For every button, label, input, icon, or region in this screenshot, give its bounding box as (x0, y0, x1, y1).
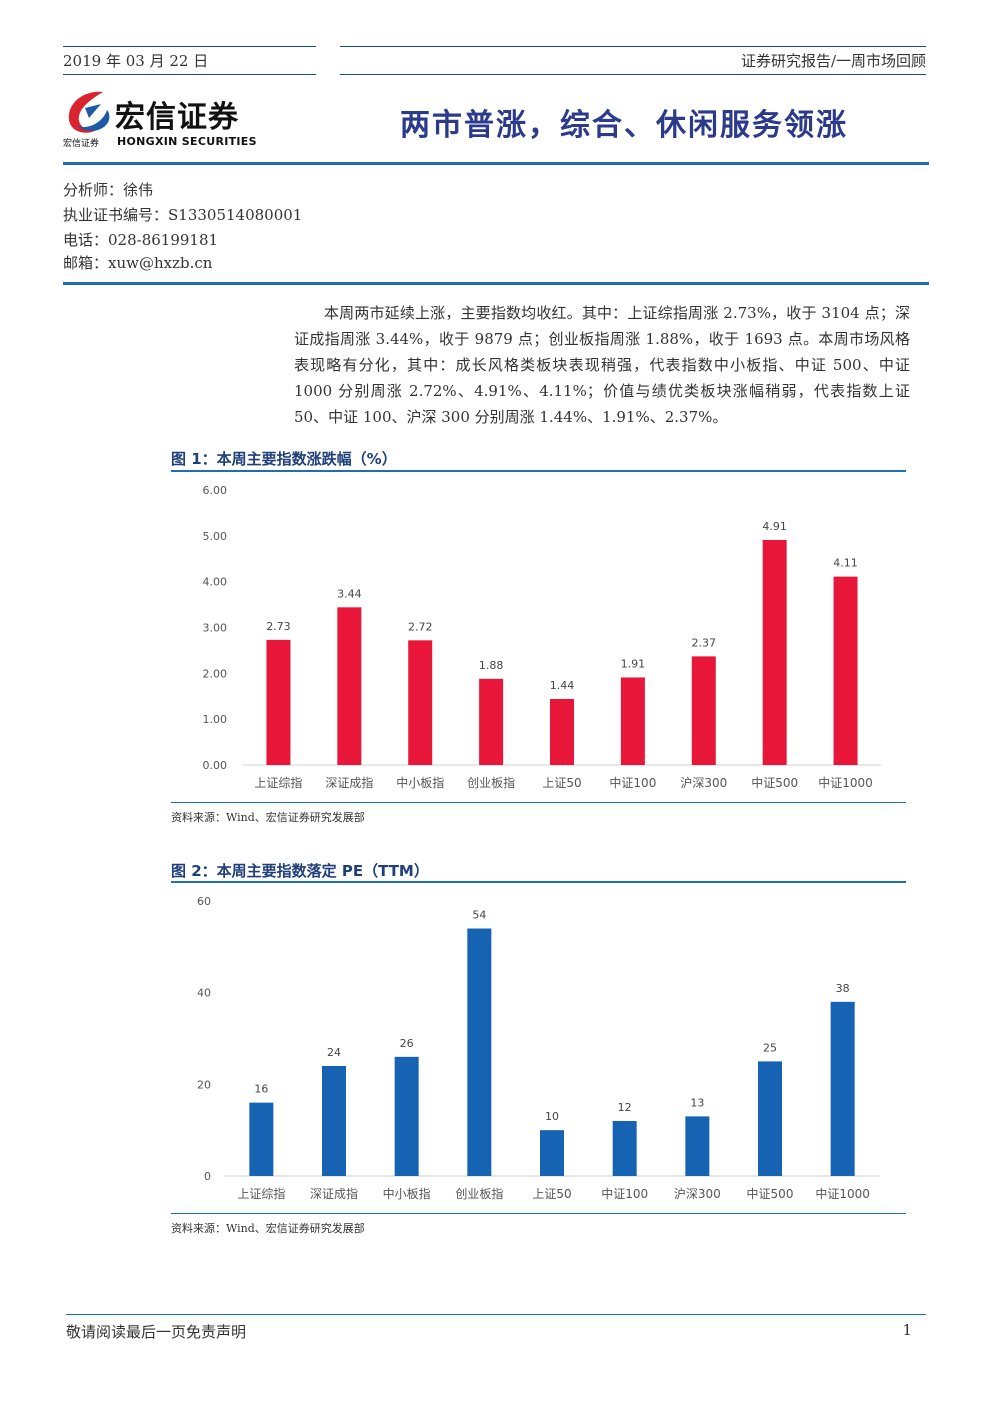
data-label: 38 (836, 982, 850, 995)
figure-2-svg: 0 20 40 60 16 上证综指 24 深证成指 26 中小板指 54 创业板指 10 上证50 12 中… (197, 895, 879, 1201)
bar-2 (337, 607, 362, 765)
header-divider-right (340, 46, 926, 47)
analyst-email: 邮箱：xuw@hxzb.cn (63, 254, 213, 272)
y-tick-label: 3.00 (203, 622, 228, 635)
bar-3 (394, 1056, 419, 1176)
y-tick-label: 5.00 (203, 530, 228, 543)
figure-1-source: 资料来源：Wind、宏信证券研究发展部 (171, 811, 365, 824)
analyst-name: 分析师：徐伟 (63, 181, 154, 199)
bar-8 (762, 539, 787, 765)
figure-2-top-rule (171, 881, 906, 883)
category-label: 中证1000 (815, 1186, 870, 1201)
category-label: 中小板指 (396, 775, 444, 790)
page-number: 1 (902, 1321, 912, 1339)
figure-2-chart: 0 20 40 60 16 上证综指 24 深证成指 26 中小板指 54 创业板指 10 上证50 12 中… (171, 883, 906, 1211)
data-label: 4.91 (762, 520, 787, 533)
analyst-license: 执业证书编号：S1330514080001 (63, 206, 303, 224)
data-label: 25 (763, 1041, 777, 1054)
category-label: 深证成指 (310, 1186, 358, 1201)
data-label: 26 (400, 1037, 414, 1050)
category-label: 中证500 (747, 1186, 794, 1201)
report-type: 证券研究报告/一周市场回顾 (740, 52, 926, 70)
category-label: 创业板指 (455, 1186, 503, 1201)
data-label: 2.73 (266, 620, 291, 633)
bar-4 (467, 928, 492, 1176)
y-tick-label: 60 (197, 895, 211, 908)
category-label: 上证综指 (254, 775, 302, 790)
bar-1 (249, 1102, 274, 1176)
category-label: 沪深300 (680, 776, 727, 790)
category-label: 中小板指 (383, 1186, 431, 1201)
logo-name-cn: 宏信证券 (115, 100, 239, 135)
category-label: 中证100 (601, 1186, 648, 1201)
report-headline: 两市普涨，综合、休闲服务领涨 (400, 108, 848, 143)
category-label: 深证成指 (325, 775, 373, 790)
figure-1-svg: 0.00 1.00 2.00 3.00 4.00 5.00 6.00 2.73 上证综指 3.44… (203, 484, 881, 790)
report-date: 2019 年 03 月 22 日 (63, 52, 209, 70)
data-label: 10 (545, 1110, 559, 1123)
y-tick-label: 4.00 (203, 576, 228, 589)
category-label: 中证500 (751, 775, 798, 790)
data-label: 13 (690, 1096, 704, 1109)
y-tick-label: 2.00 (203, 667, 228, 680)
y-tick-label: 40 (197, 987, 211, 1000)
category-label: 沪深300 (674, 1187, 721, 1201)
headline-rule (63, 162, 929, 165)
figure-2-source: 资料来源：Wind、宏信证券研究发展部 (171, 1222, 365, 1235)
data-label: 3.44 (337, 587, 362, 600)
data-label: 1.88 (479, 659, 504, 672)
data-label: 2.72 (408, 620, 433, 633)
data-label: 12 (618, 1101, 632, 1114)
figure-1-chart: 0.00 1.00 2.00 3.00 4.00 5.00 6.00 2.73 上证综指 3.44… (171, 472, 906, 800)
bar-6 (620, 677, 645, 765)
y-tick-label: 0 (204, 1170, 211, 1183)
analyst-phone: 电话：028-86199181 (63, 231, 219, 249)
bar-2 (322, 1066, 346, 1176)
figure-2-bottom-rule (171, 1213, 906, 1214)
analyst-rule (63, 282, 929, 285)
data-label: 2.37 (692, 636, 717, 649)
y-tick-label: 0.00 (203, 759, 228, 772)
header-divider-right-bottom (340, 74, 926, 75)
bar-3 (408, 640, 433, 765)
data-label: 16 (254, 1083, 268, 1096)
footer-rule (66, 1314, 926, 1315)
category-label: 创业板指 (467, 775, 515, 790)
figure-1-bottom-rule (171, 802, 906, 803)
data-label: 24 (327, 1046, 341, 1059)
bar-7 (691, 656, 716, 765)
header-divider-left (63, 46, 316, 47)
category-label: 上证50 (532, 1187, 571, 1201)
data-label: 54 (472, 909, 486, 922)
y-tick-label: 20 (197, 1078, 211, 1091)
category-label: 上证50 (542, 776, 581, 790)
category-label: 上证综指 (237, 1186, 285, 1201)
y-tick-label: 1.00 (203, 713, 228, 726)
data-label: 4.11 (833, 557, 858, 570)
figure-2-title: 图 2：本周主要指数落定 PE（TTM） (171, 862, 429, 880)
footer-disclaimer: 敬请阅读最后一页免责声明 (66, 1323, 247, 1341)
bar-1 (266, 639, 291, 765)
bar-4 (479, 678, 504, 765)
y-tick-label: 6.00 (203, 484, 228, 497)
bar-5 (550, 699, 574, 765)
figure-1-top-rule (171, 470, 906, 472)
figure-1-title: 图 1：本周主要指数涨跌幅（%） (171, 450, 397, 468)
bar-9 (830, 1001, 855, 1176)
bar-6 (612, 1121, 637, 1176)
category-label: 中证1000 (818, 775, 873, 790)
data-label: 1.44 (550, 679, 575, 692)
bar-7 (685, 1116, 710, 1176)
logo-small-cn: 宏信证券 (63, 139, 100, 149)
bar-5 (540, 1130, 564, 1176)
category-label: 中证100 (609, 775, 656, 790)
header-divider-left-bottom (63, 74, 316, 75)
summary-paragraph: 本周两市延续上涨，主要指数均收红。其中：上证综指周涨 2.73%，收于 3104… (294, 304, 910, 426)
data-label: 1.91 (621, 657, 646, 670)
logo-mark-icon (68, 91, 110, 133)
bar-8 (758, 1061, 782, 1176)
company-logo: 宏信证券 宏信证券 HONGXIN SECURITIES (63, 88, 273, 152)
bar-9 (833, 576, 858, 765)
logo-name-en: HONGXIN SECURITIES (117, 135, 257, 148)
